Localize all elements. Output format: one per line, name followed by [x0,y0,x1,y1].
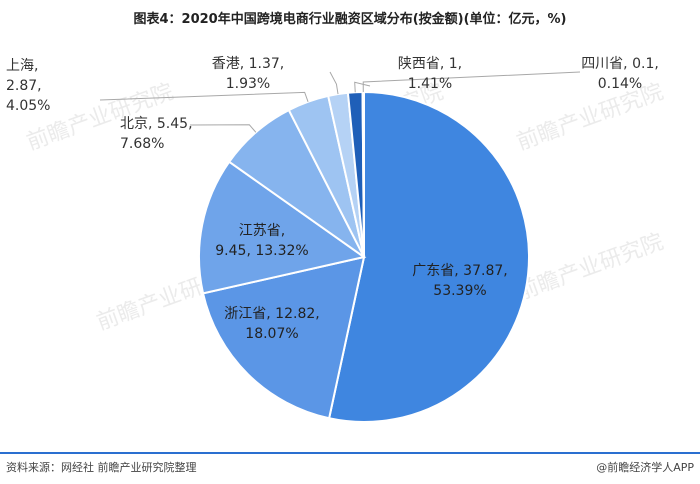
slice-label-2: 江苏省, 9.45, 13.32% [215,223,308,259]
leader-line-7 [362,71,581,93]
source-note: 资料来源：网经社 前瞻产业研究院整理 [6,461,197,474]
pie-slices [198,90,530,423]
slice-labels: 广东省, 37.87, 53.39% 浙江省, 12.82, 18.07% 江苏省, 9.… [6,56,659,342]
slice-label-5: 香港, 1.37, 1.93% [212,56,285,92]
pie-slice-7 [361,90,365,258]
watermark-text: 前瞻产业研究院 [514,79,667,155]
slice-label-7: 四川省, 0.1, 0.14% [581,56,659,92]
footer-divider [0,452,700,454]
slice-label-6: 陕西省, 1, 1.41% [398,56,462,92]
pie-slice-1 [201,255,366,420]
leader-line-6 [354,81,371,93]
slice-label-3: 北京, 5.45, 7.68% [120,116,193,152]
leader-line-3 [189,124,257,133]
watermark-text: 前瞻产业研究院 [514,229,667,305]
slice-label-1: 浙江省, 12.82, 18.07% [224,306,319,342]
slice-label-0: 广东省, 37.87, 53.39% [412,263,507,299]
chart-title: 图表4：2020年中国跨境电商行业融资区域分布(按金额)(单位：亿元，%) [133,12,567,27]
leader-line-5 [329,71,339,95]
brand-credit: @前瞻经济学人APP [596,461,694,474]
slice-label-4: 上海, 2.87, 4.05% [6,58,50,114]
pie-slice-2 [198,160,367,295]
leader-line-4 [99,91,309,102]
leader-lines [99,71,581,133]
pie-slice-0 [327,90,530,423]
